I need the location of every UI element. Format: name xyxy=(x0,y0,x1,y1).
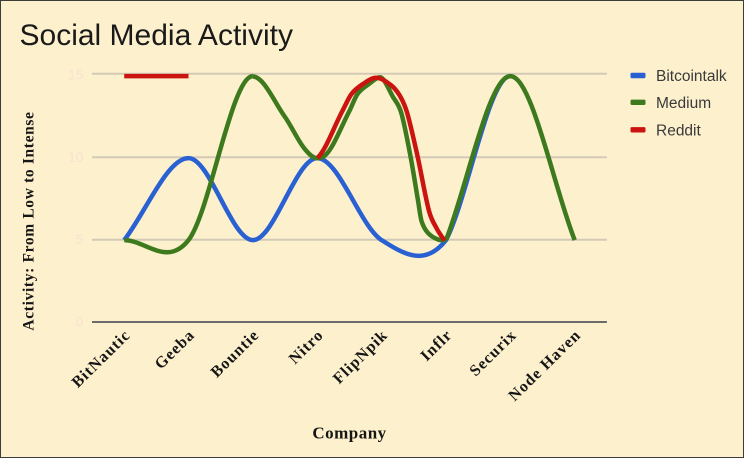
svg-text:10: 10 xyxy=(68,150,83,165)
svg-text:Geeba: Geeba xyxy=(152,327,199,373)
svg-text:Inflr: Inflr xyxy=(417,327,455,365)
svg-text:BitNautic: BitNautic xyxy=(69,327,134,392)
svg-text:Medium: Medium xyxy=(656,95,711,112)
svg-text:Social Media Activity: Social Media Activity xyxy=(20,19,293,52)
svg-text:Bitcointalk: Bitcointalk xyxy=(656,68,727,85)
svg-text:Bountie: Bountie xyxy=(208,327,263,381)
svg-text:FlipNpik: FlipNpik xyxy=(330,327,391,388)
svg-text:Activity: From Low to Intense: Activity: From Low to Intense xyxy=(21,111,38,330)
svg-text:0: 0 xyxy=(76,315,84,330)
svg-text:Securix: Securix xyxy=(467,327,521,380)
svg-text:15: 15 xyxy=(68,68,83,83)
svg-text:Company: Company xyxy=(312,424,386,443)
svg-text:5: 5 xyxy=(76,232,84,247)
svg-text:Nitro: Nitro xyxy=(286,327,327,368)
svg-text:Reddit: Reddit xyxy=(656,122,701,139)
